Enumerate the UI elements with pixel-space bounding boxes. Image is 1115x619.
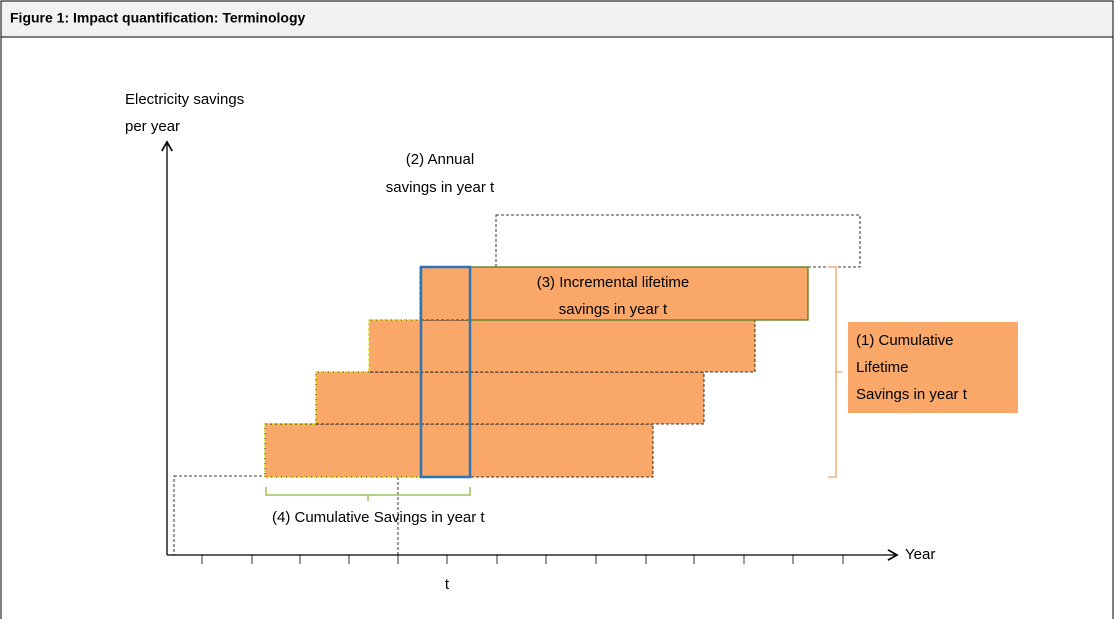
savings-bars [264, 266, 809, 478]
y-axis-label: per year [125, 118, 180, 135]
tick-marks [201, 555, 844, 564]
future-box [495, 214, 861, 268]
annual-outline [419, 265, 472, 479]
lifetime-label: Lifetime [856, 359, 909, 376]
x-axis-label: Year [905, 546, 935, 563]
incremental-label: savings in year t [559, 301, 668, 318]
annual-label: savings in year t [386, 179, 495, 196]
cumulative-label: (4) Cumulative Savings in year t [272, 509, 485, 526]
y-axis-label: Electricity savings [125, 91, 244, 108]
cumulative-bracket [265, 487, 471, 501]
lifetime-label: Savings in year t [856, 386, 968, 403]
lifetime-box [848, 322, 1018, 413]
bar [315, 371, 705, 425]
x-ticks [201, 555, 844, 564]
title-bar [0, 0, 1114, 38]
x-tick-label: t [445, 576, 450, 593]
bar [264, 423, 654, 478]
lifetime-label: (1) Cumulative [856, 332, 954, 349]
annual-label: (2) Annual [406, 151, 474, 168]
lifetime-bracket [828, 266, 837, 478]
bar [368, 319, 756, 373]
figure-title: Figure 1: Impact quantification: Termino… [10, 10, 306, 26]
incremental-label: (3) Incremental lifetime [537, 274, 690, 291]
